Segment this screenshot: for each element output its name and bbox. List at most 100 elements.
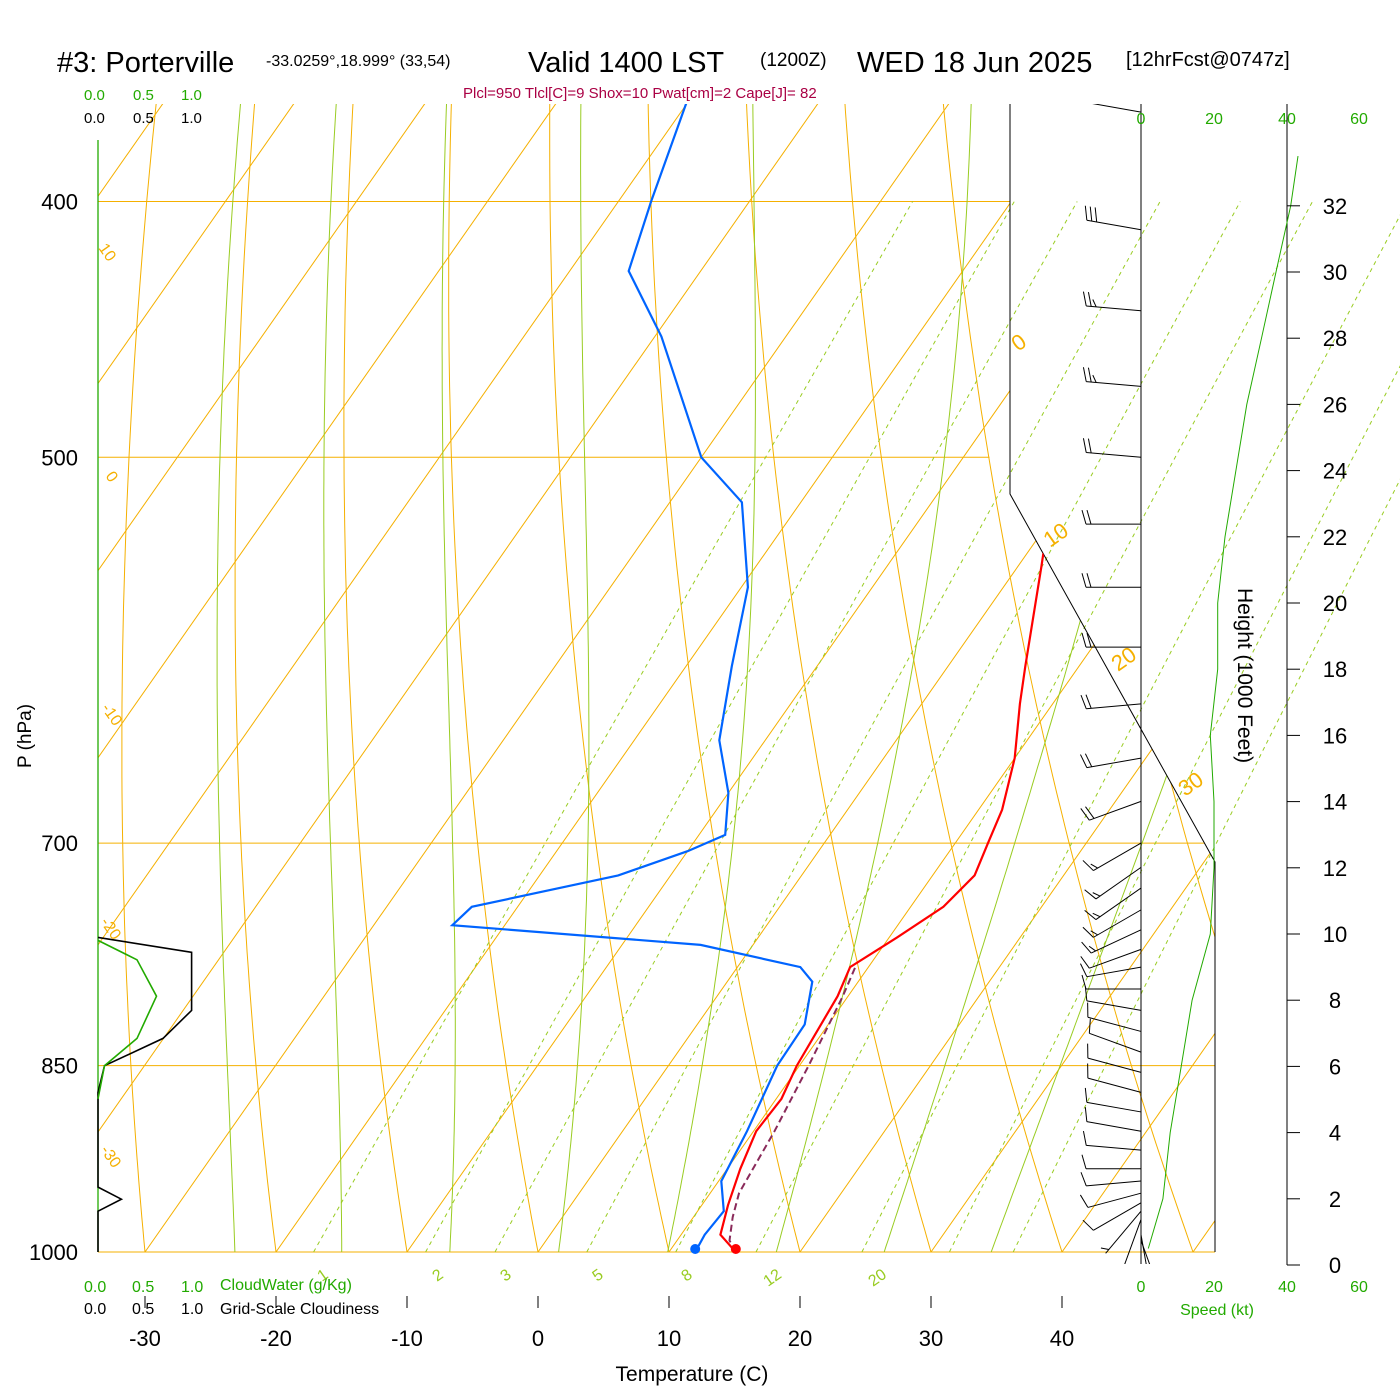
height-axis-title: Height (1000 Feet) [1233, 588, 1256, 763]
temperature-tick-labels: -30 -20 -10 0 10 20 30 40 [129, 1296, 1074, 1351]
wind-barb-shaft [1087, 1077, 1142, 1093]
cloudwater-top-05: 0.5 [133, 87, 154, 104]
wind-barb-feather [1082, 367, 1087, 382]
wind-barb [1081, 1154, 1141, 1170]
isotherm-label-0: 0 [102, 469, 121, 486]
cloudiness-bottom-05: 0.5 [132, 1301, 154, 1318]
wind-barb [1081, 974, 1141, 990]
dry-adiabat-50 [920, 104, 1214, 1252]
mixing-ratio-label-8: 8 [679, 1266, 696, 1285]
dry-adiabat-10 [549, 104, 683, 1252]
height-label-4: 4 [1329, 1121, 1341, 1146]
wind-barb-shaft [1087, 1192, 1142, 1208]
wind-barb [1082, 1202, 1142, 1231]
pressure-label-400: 400 [41, 189, 78, 214]
cloudiness-top-1: 1.0 [181, 110, 202, 127]
mixing-ratio-12 [755, 201, 1313, 1253]
wind-barb-feather [1082, 1219, 1094, 1231]
temp-label-40: 40 [1050, 1326, 1074, 1351]
mixing-ratio-3 [494, 201, 1078, 1253]
wind-barb [1080, 800, 1142, 821]
height-label-18: 18 [1323, 657, 1347, 682]
wind-barb-shaft [1140, 1240, 1151, 1264]
isotherm--50 [98, 104, 1215, 1252]
wind-barb-feather [1082, 926, 1094, 938]
wind-barb [1082, 1130, 1142, 1151]
cloudwater-bottom-0: 0.0 [84, 1279, 106, 1296]
wind-barb-shaft [1089, 800, 1142, 821]
wind-barb-feather [1082, 1130, 1087, 1146]
wind-barb-feather [1084, 910, 1097, 920]
mixing-ratio-30 [948, 365, 1400, 1253]
isotherm-10 [668, 104, 1215, 1252]
isotherm--30 [144, 104, 1215, 1252]
speed-top-20: 20 [1205, 111, 1223, 128]
surface-dewpoint-dot [690, 1244, 701, 1254]
isotherm-50 [1192, 104, 1215, 1252]
wind-barb-feather [1082, 438, 1087, 453]
pressure-tick-labels: 2503004005007008501000 [29, 189, 78, 1265]
temp-label--10: -10 [391, 1326, 423, 1351]
cloudwater-bottom-1: 1.0 [181, 1279, 203, 1296]
isotherm-0 [537, 104, 1215, 1252]
wind-barb-shaft [1087, 39, 1141, 49]
mixing-ratio-label-2: 2 [430, 1266, 447, 1285]
cloudwater-profile-line [97, 939, 158, 1100]
wind-barb [1084, 1087, 1142, 1113]
dry-adiabat-60 [1005, 104, 1215, 1252]
wind-barbs [1079, 25, 1158, 1293]
wind-speed-profile-line [1147, 156, 1299, 1249]
wind-barb [1140, 1234, 1147, 1264]
height-label-24: 24 [1323, 459, 1347, 484]
wind-barb-shaft [1140, 1234, 1147, 1264]
wind-barb [1084, 866, 1142, 900]
y-axis-title: P (hPa) [15, 704, 36, 768]
temp-label-30: 30 [919, 1326, 943, 1351]
cloudiness-top-05: 0.5 [133, 110, 154, 127]
dry-adiabat--20 [234, 104, 346, 1252]
wind-barb-feather [1092, 374, 1097, 383]
isotherm-label-minus30: -30 [97, 1143, 124, 1172]
isotherm--110 [98, 104, 946, 1252]
wind-barb-feather [1081, 573, 1087, 588]
wind-barb-feather [1084, 1107, 1088, 1122]
wind-barb-feather [1084, 753, 1093, 768]
wind-barb-feather [1081, 509, 1087, 525]
wind-barb-feather [1084, 205, 1088, 221]
dry-adiabats [98, 104, 1215, 1252]
height-label-32: 32 [1323, 194, 1347, 219]
wind-barb [1082, 842, 1142, 872]
wind-barb-shaft [1086, 305, 1142, 312]
mixing-ratio-lines [313, 201, 1400, 1253]
cloudwater-top-1: 1.0 [181, 87, 202, 104]
wind-barb-pennant [1087, 25, 1095, 40]
station-title: #3: Porterville [57, 47, 234, 79]
wind-barb-shaft [1095, 866, 1142, 900]
wind-barb-feather [1153, 1287, 1158, 1293]
isotherm--10 [406, 104, 1215, 1252]
cloudiness-bottom-0: 0.0 [84, 1301, 106, 1318]
wind-barb-shaft [1086, 1000, 1142, 1011]
x-axis-title: Temperature (C) [616, 1363, 769, 1386]
wind-barb-shaft [1087, 1016, 1142, 1032]
moist-adiabat--20 [216, 104, 337, 1252]
wind-barb-feather [1082, 860, 1094, 871]
speed-bottom-40: 40 [1278, 1279, 1296, 1296]
wind-barb-feather [1087, 438, 1092, 454]
dry-adiabat--30 [121, 104, 264, 1252]
pressure-label-850: 850 [41, 1054, 78, 1079]
wind-barb [1100, 1210, 1142, 1254]
pressure-label-1000: 1000 [29, 1240, 78, 1265]
temp-label--20: -20 [260, 1326, 292, 1351]
wind-barb [1081, 509, 1141, 525]
wind-barb-feather [1079, 1194, 1089, 1208]
height-label-0: 0 [1329, 1253, 1341, 1278]
wind-barb-feather [1116, 1266, 1124, 1267]
speed-bottom-0: 0 [1137, 1279, 1146, 1296]
moist-adiabat--12 [323, 104, 417, 1252]
mixing-ratio-1 [313, 201, 914, 1253]
height-label-14: 14 [1323, 790, 1347, 815]
wind-barb-feather [1085, 694, 1092, 709]
wind-barb-feather [1080, 808, 1090, 821]
